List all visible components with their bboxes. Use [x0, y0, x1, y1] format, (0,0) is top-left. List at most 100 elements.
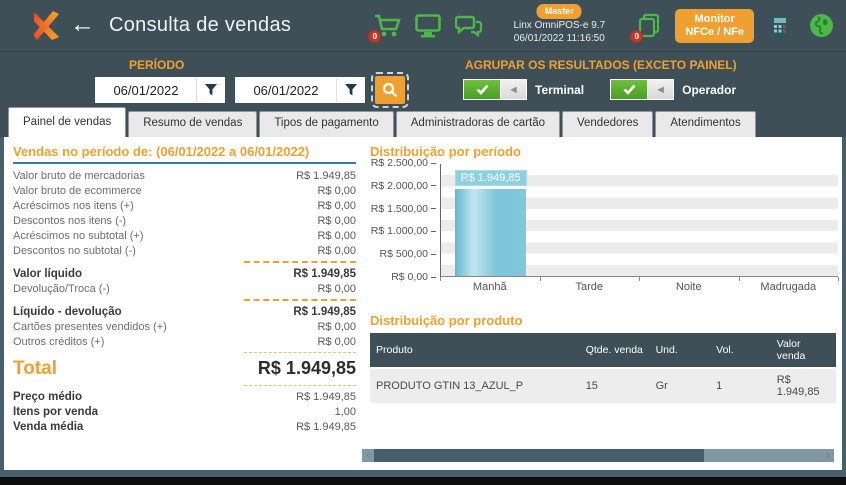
x-tick-label-tarde: Tarde [575, 281, 604, 293]
monitor-nfce-button-line2: NFCe / NFe [685, 25, 744, 38]
product-table-body: PRODUTO GTIN 13_AZUL_P 15 Gr 1 R$ 1.949,85 [370, 367, 836, 403]
summary-row: Acréscimos no subtotal (+) R$ 0,00 [13, 228, 356, 243]
chart-x-axis: Manhã Tarde Noite Madrugada [440, 277, 839, 297]
toggle-label-operador: Operador [682, 82, 737, 97]
summary-row-value: R$ 0,00 [317, 336, 356, 348]
tab-strip: Painel de vendas Resumo de vendas Tipos de… [0, 106, 846, 137]
x-tick-label-madrugada: Madrugada [760, 281, 817, 293]
product-table-header-row: Produto Qtde. venda Und. Vol. Valor venda [370, 333, 836, 368]
scrollbar-thumb[interactable] [374, 449, 704, 462]
summary-row: Líquido - devolução R$ 1.949,85 [13, 304, 356, 319]
x-tick-mark [838, 277, 839, 281]
app-info: Master Linx OmniPOS-e 9.7 06/01/2022 11:… [495, 3, 623, 45]
dashed-separator [244, 352, 356, 353]
toggle-off-segment: ◄ [500, 80, 526, 99]
date-from-filter-button[interactable] [196, 78, 224, 102]
x-tick-label-noite: Noite [675, 281, 702, 293]
dashed-separator [244, 299, 356, 301]
check-icon [476, 84, 488, 95]
y-tick-label: R$ 1.000,00 [370, 225, 428, 238]
summary-row-value: R$ 1.949,85 [296, 170, 356, 182]
summary-row-value: 1,00 [334, 406, 356, 418]
summary-row-value: R$ 1.949,85 [293, 268, 356, 280]
date-to-input[interactable] [236, 78, 336, 102]
tab-atendimentos[interactable]: Atendimentos [655, 111, 756, 137]
summary-row: Acréscimos nos itens (+) R$ 0,00 [13, 198, 356, 213]
back-button[interactable]: ← [70, 10, 95, 38]
summary-row-value: R$ 0,00 [317, 283, 356, 295]
period-bar-chart: R$ 2.500,00 R$ 2.000,00 R$ 1.500,00 R$ 1.00… [370, 157, 842, 305]
chart-title: Distribuição por período [370, 144, 521, 159]
product-col-produto: Produto [370, 333, 580, 368]
distribution-panel: Distribuição por período R$ 2.500,00 R$ 2… [356, 137, 842, 470]
table-row[interactable]: PRODUTO GTIN 13_AZUL_P 15 Gr 1 R$ 1.949,85 [370, 367, 836, 403]
bottom-strip [0, 477, 846, 485]
summary-row-label: Devolução/Troca (-) [13, 283, 110, 295]
y-tick-mark [431, 162, 436, 164]
summary-row: Preço médio R$ 1.949,85 [13, 389, 356, 404]
horizontal-scrollbar[interactable]: ‹ › [362, 449, 834, 462]
summary-row: Itens por venda 1,00 [13, 404, 356, 419]
toggle-switch-terminal[interactable]: ◄ [463, 79, 527, 100]
toggle-operador: ◄ Operador [610, 79, 736, 100]
monitor-icon[interactable] [413, 11, 443, 41]
period-label: PERÍODO [129, 58, 185, 72]
scroll-right-button[interactable]: › [826, 450, 830, 461]
tab-resumo-de-vendas[interactable]: Resumo de vendas [128, 111, 258, 137]
summary-row-label: Total [13, 358, 57, 379]
summary-row-label: Valor bruto de mercadorias [13, 170, 145, 182]
summary-row: Cartões presentes vendidos (+) R$ 0,00 [13, 319, 356, 334]
scroll-left-button[interactable]: ‹ [366, 450, 370, 461]
summary-row: Descontos no subtotal (-) R$ 0,00 [13, 243, 356, 258]
globe-icon[interactable] [806, 11, 836, 41]
summary-row-value: R$ 0,00 [317, 200, 356, 212]
product-table: Produto Qtde. venda Und. Vol. Valor venda PR… [370, 333, 836, 403]
monitor-nfce-button[interactable]: Monitor NFCe / NFe [675, 8, 754, 43]
content-area: Vendas no período de: (06/01/2022 a 06/0… [0, 137, 846, 477]
x-tick-mark [639, 277, 640, 281]
tab-vendedores[interactable]: Vendedores [561, 111, 654, 137]
search-icon [382, 82, 398, 98]
table-cell: PRODUTO GTIN 13_AZUL_P [370, 367, 580, 403]
filter-bar: PERÍODO [0, 52, 846, 108]
product-col-vol: Vol. [710, 333, 771, 368]
chat-icon[interactable] [454, 11, 484, 41]
summary-row-label: Descontos no subtotal (-) [13, 245, 136, 257]
x-tick-mark [539, 277, 541, 281]
table-cell: 1 [710, 367, 771, 403]
summary-row-value: R$ 1.949,85 [293, 306, 356, 318]
toggle-switch-operador[interactable]: ◄ [610, 79, 675, 100]
summary-row-label: Cartões presentes vendidos (+) [13, 321, 167, 333]
y-tick-label: R$ 2.000,00 [370, 179, 428, 192]
y-tick-mark [431, 185, 436, 187]
summary-row-value: R$ 1.949,85 [257, 358, 356, 378]
toggle-label-terminal: Terminal [535, 82, 585, 97]
documents-icon[interactable]: 0 [630, 11, 664, 43]
chart-y-axis: R$ 2.500,00 R$ 2.000,00 R$ 1.500,00 R$ 1.00… [370, 157, 436, 283]
search-button[interactable] [371, 72, 409, 108]
tab-painel-de-vendas[interactable]: Painel de vendas [8, 107, 127, 137]
tab-tipos-de-pagamento[interactable]: Tipos de pagamento [259, 111, 394, 137]
summary-row-label: Valor bruto de ecommerce [13, 185, 142, 197]
summary-row-label: Acréscimos no subtotal (+) [13, 230, 144, 242]
summary-row-label: Outros créditos (+) [13, 336, 105, 348]
table-cell: Gr [649, 367, 711, 403]
top-bar-actions: 0 Master Linx OmniPOS-e 9.7 06/01/2022 1… [368, 3, 836, 45]
product-col-qtde-venda: Qtde. venda [579, 333, 650, 368]
x-tick-label-manha: Manhã [472, 281, 507, 293]
summary-row-value: R$ 0,00 [317, 245, 356, 257]
cart-icon[interactable]: 0 [368, 11, 402, 43]
chart-bar-manha [454, 188, 527, 276]
group-results-label: AGRUPAR OS RESULTADOS (EXCETO PAINEL) [465, 58, 737, 72]
y-tick-mark [431, 208, 436, 210]
pinpad-icon[interactable] [765, 11, 795, 41]
y-tick-mark [431, 276, 436, 278]
date-to-filter-button[interactable] [336, 78, 364, 102]
tab-administradoras-de-cartao[interactable]: Administradoras de cartão [395, 111, 560, 137]
summary-row: Outros créditos (+) R$ 0,00 [13, 334, 356, 349]
table-cell: R$ 1.949,85 [770, 367, 836, 403]
product-col-und: Und. [649, 333, 711, 368]
date-from-input[interactable] [96, 78, 196, 102]
funnel-icon [344, 84, 357, 96]
